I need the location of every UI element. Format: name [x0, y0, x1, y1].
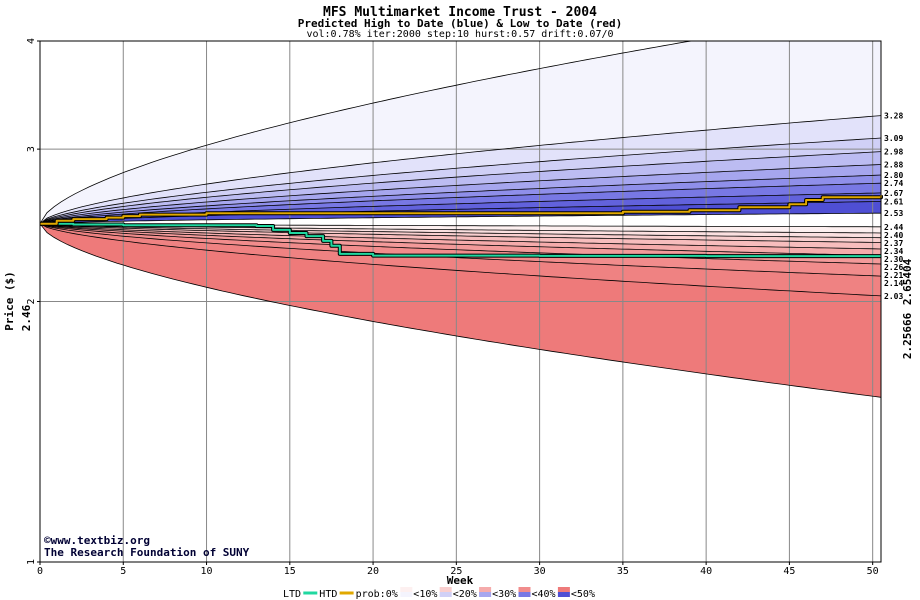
x-axis-label: Week	[447, 574, 474, 587]
band-line-18	[39, 223, 882, 297]
x-tick-label-0: 0	[37, 566, 43, 577]
band-line-5	[39, 174, 882, 225]
band-line-12	[39, 223, 882, 239]
lower-band-4	[40, 223, 881, 256]
x-tick-label-45: 45	[783, 566, 795, 577]
right-label-2.40: 2.40	[884, 231, 903, 240]
watermark-line-2: The Research Foundation of SUNY	[44, 546, 250, 559]
legend-swatch-top-4	[557, 587, 570, 592]
x-tick-label-40: 40	[700, 566, 712, 577]
upper-band-2	[40, 138, 881, 224]
band-line-17	[39, 223, 882, 277]
band-line-16	[39, 223, 882, 265]
right-label-2.26: 2.26	[884, 263, 903, 272]
right-band-labels: 3.28 3.09 2.98 2.882.802.742.672.61 2.53 2.44…	[884, 112, 903, 301]
start-price-label: 2.46	[20, 304, 33, 331]
chart-subtitle: Predicted High to Date (blue) & Low to D…	[298, 17, 623, 30]
lower-band-7	[40, 223, 881, 296]
legend-ltd-label: LTD	[283, 589, 301, 600]
x-tick-label-10: 10	[201, 566, 213, 577]
legend-swatch-bottom-4	[557, 592, 570, 597]
legend-item-label-4: <50%	[571, 589, 595, 600]
x-tick-label-20: 20	[367, 566, 379, 577]
right-label-3.28: 3.28	[884, 112, 903, 121]
right-label-2.53: 2.53	[884, 209, 903, 218]
legend-swatch-bottom-1	[439, 592, 452, 597]
right-label-2.67: 2.67	[884, 189, 903, 198]
y-tick-label-1: 1	[26, 559, 37, 565]
band-line-4	[39, 164, 882, 225]
right-label-3.09: 3.09	[884, 134, 903, 143]
x-tick-labels: 0 5 10 15 20 25 30 35 40 45 50	[37, 562, 879, 577]
y-tick-label-4: 4	[26, 38, 37, 44]
legend-swatch-bottom-2	[479, 592, 492, 597]
right-label-2.98: 2.98	[884, 148, 903, 157]
legend-swatch-bottom-0	[400, 592, 413, 597]
right-label-2.21: 2.21	[884, 271, 903, 280]
right-label-2.74: 2.74	[884, 179, 903, 188]
x-tick-label-35: 35	[617, 566, 629, 577]
upper-band-0	[40, 41, 881, 224]
x-tick-label-5: 5	[120, 566, 126, 577]
right-label-2.88: 2.88	[884, 161, 903, 170]
upper-band-4	[40, 164, 881, 224]
legend-swatch-top-2	[479, 587, 492, 592]
right-label-2.44: 2.44	[884, 223, 903, 232]
band-line-6	[39, 182, 882, 225]
lower-band-1	[40, 223, 881, 238]
band-line-9	[39, 212, 881, 225]
band-line-13	[39, 223, 882, 243]
legend-item-label-3: <40%	[532, 589, 556, 600]
watermark-line-1: ©www.textbiz.org	[44, 534, 150, 547]
legend-swatch-top-1	[439, 587, 452, 592]
upper-band-5	[40, 175, 881, 224]
right-label-2.34: 2.34	[884, 247, 903, 256]
band-line-19	[39, 223, 882, 398]
legend-item-label-1: <20%	[453, 589, 477, 600]
upper-band-7	[40, 192, 881, 224]
low-to-date-line	[40, 222, 881, 258]
legend-htd-label: HTD	[319, 589, 337, 600]
legend-item-label-2: <30%	[492, 589, 516, 600]
band-line-3	[39, 151, 882, 225]
right-label-2.61: 2.61	[884, 198, 903, 207]
x-tick-label-50: 50	[867, 566, 879, 577]
y-tick-labels: 1 2 3 4	[26, 38, 40, 565]
legend-swatch-top-0	[400, 587, 413, 592]
legend-swatch-top-3	[518, 587, 531, 592]
legend-prob-label: prob:0%	[356, 589, 398, 600]
chart-params: vol:0.78% iter:2000 step:10 hurst:0.57 d…	[306, 29, 613, 40]
band-line-1	[39, 115, 882, 225]
right-label-2.30: 2.30	[884, 255, 903, 264]
band-line-14	[39, 223, 882, 250]
right-label-2.80: 2.80	[884, 171, 903, 180]
x-tick-label-25: 25	[450, 566, 462, 577]
series-lines	[40, 195, 883, 259]
upper-band-1	[40, 115, 881, 224]
lower-band-3	[40, 223, 881, 249]
high-last-value: 2.65404	[901, 258, 914, 305]
probability-bands	[40, 41, 881, 398]
y-tick-label-3: 3	[26, 146, 37, 152]
band-line-15	[39, 223, 882, 256]
right-label-2.37: 2.37	[884, 239, 903, 248]
chart-title: MFS Multimarket Income Trust - 2004	[323, 5, 597, 20]
legend-item-label-0: <10%	[413, 589, 437, 600]
high-to-date-line	[40, 195, 882, 225]
x-tick-label-15: 15	[284, 566, 296, 577]
right-label-2.14: 2.14	[884, 279, 903, 288]
upper-band-3	[40, 151, 881, 224]
legend: LTD HTD prob:0% <10% <20% <30% <40% <50%	[283, 587, 595, 600]
low-last-value: 2.25666	[901, 312, 914, 359]
legend-swatch-bottom-3	[518, 592, 531, 597]
band-line-2	[39, 137, 882, 225]
y-tick-label-2: 2	[26, 298, 37, 304]
y-axis-label: Price ($)	[3, 271, 16, 331]
x-tick-label-30: 30	[534, 566, 546, 577]
right-label-2.03: 2.03	[884, 292, 903, 301]
lower-band-8	[40, 223, 881, 398]
